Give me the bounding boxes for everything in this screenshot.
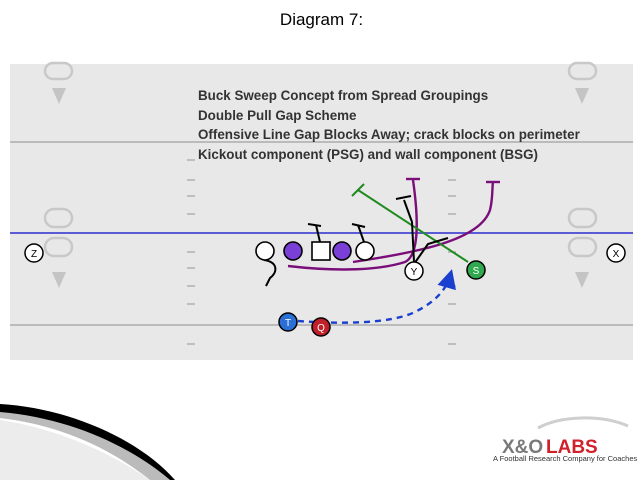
pull-guard-paths <box>287 177 500 271</box>
player-y-label: Y <box>411 267 418 278</box>
player-z-label: Z <box>31 249 37 260</box>
direction-triangles <box>52 88 589 288</box>
player-t: T <box>278 312 298 332</box>
note-line: Buck Sweep Concept from Spread Groupings <box>198 88 489 103</box>
player-y: Y <box>404 261 424 281</box>
decorative-swoosh <box>0 404 175 480</box>
note-line: Offensive Line Gap Blocks Away; crack bl… <box>198 127 580 142</box>
line-blocks <box>263 195 449 287</box>
player-q: Q <box>311 317 331 337</box>
motion-path <box>297 269 456 324</box>
right-guard-symbol <box>332 241 352 261</box>
left-guard-symbol <box>283 241 303 261</box>
slide-title: Diagram 7: <box>279 10 364 29</box>
brand-name-left: X&O <box>502 437 543 458</box>
center-symbol <box>311 241 331 261</box>
player-s-label: S <box>473 266 480 277</box>
left-tackle-symbol <box>255 241 275 261</box>
player-q-label: Q <box>317 323 325 334</box>
play-notes: Buck Sweep Concept from Spread Groupings… <box>198 86 580 164</box>
right-tackle-symbol <box>355 241 375 261</box>
note-line: Double Pull Gap Scheme <box>198 107 357 123</box>
football-field <box>10 64 633 360</box>
player-x: X <box>606 243 626 263</box>
player-t-label: T <box>285 318 291 329</box>
player-z: Z <box>24 243 44 263</box>
xo-labs-logo: X&O LABS <box>502 416 629 458</box>
brand-name-right: LABS <box>546 437 598 458</box>
player-x-label: X <box>613 249 620 260</box>
brand-tagline: A Football Research Company for Coaches <box>493 454 638 463</box>
hash-marks-left <box>187 159 195 345</box>
yard-number-markers <box>43 61 598 258</box>
player-s: S <box>466 260 486 280</box>
note-line: Kickout component (PSG) and wall compone… <box>198 146 538 162</box>
